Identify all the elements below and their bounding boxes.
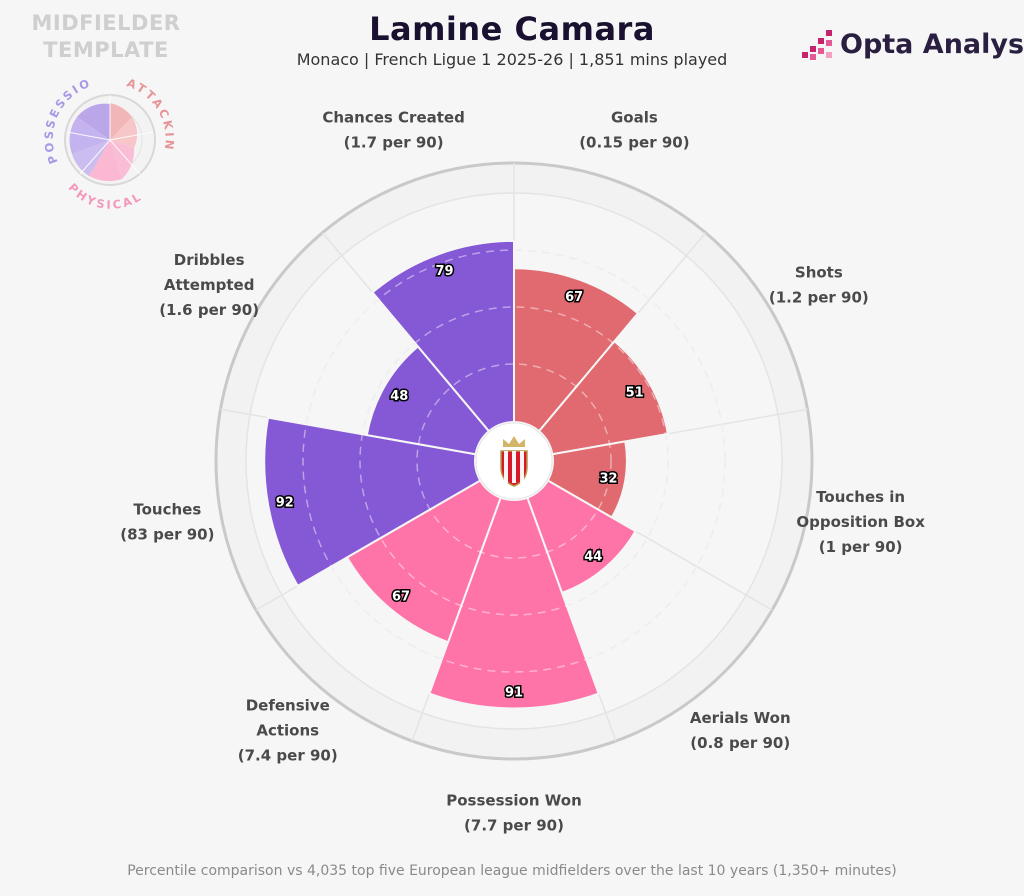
template-label-line2: TEMPLATE [43, 38, 169, 62]
metric-name: Goals [611, 109, 658, 127]
value-label: 48 [390, 389, 408, 404]
brand-name: Opta Analyst [840, 29, 1024, 60]
metric-name: Dribbles [174, 251, 245, 269]
metric-name: Opposition Box [796, 513, 925, 531]
metric-label: Dribbles Attempted (1.6 per 90) [159, 251, 259, 319]
metric-name: Defensive [246, 697, 330, 715]
grid-ring-overlay [359, 306, 669, 616]
value-label: 44 [584, 549, 602, 564]
opta-bars-icon [802, 30, 832, 60]
value-label: 32 [599, 472, 617, 487]
metric-rate: (1.6 per 90) [159, 301, 259, 319]
crest-stripe [512, 451, 516, 483]
bar-dribbles-attempted [365, 345, 517, 463]
metric-rate: (7.4 per 90) [238, 747, 338, 765]
bar-defensive-actions [345, 458, 516, 644]
template-label: MIDFIELDER TEMPLATE [26, 10, 186, 64]
value-label: 51 [626, 385, 644, 400]
metric-name: Chances Created [322, 109, 465, 127]
metric-name: Attempted [164, 276, 255, 294]
metric-name: Aerials Won [690, 709, 791, 727]
bar-shots [511, 339, 670, 463]
player-name-title: Lamine Camara [369, 10, 655, 48]
value-label: 91 [505, 685, 523, 700]
crest-crown-icon [503, 436, 525, 447]
bar-aerials-won [512, 458, 637, 595]
metric-label: Chances Created (1.7 per 90) [322, 109, 465, 152]
value-label: 79 [435, 264, 453, 279]
bar-chances-created [371, 239, 515, 464]
metric-rate: (83 per 90) [120, 526, 214, 544]
metric-label: Defensive Actions (7.4 per 90) [238, 697, 338, 765]
metric-label: Shots (1.2 per 90) [769, 264, 869, 307]
bar-possession-won [428, 458, 600, 710]
crest-stripe [520, 451, 524, 483]
metric-name: Actions [256, 722, 319, 740]
value-label: 67 [392, 590, 410, 605]
metric-label: Goals (0.15 per 90) [579, 109, 689, 152]
opta-analyst-logo: Opta Analyst [800, 26, 1024, 66]
metric-label: Aerials Won (0.8 per 90) [690, 709, 791, 752]
metric-rate: (1 per 90) [819, 538, 903, 556]
bar-goals [513, 267, 640, 464]
value-label: 92 [276, 495, 294, 510]
footnote: Percentile comparison vs 4,035 top five … [127, 863, 897, 879]
metric-name: Touches [133, 501, 201, 519]
metric-rate: (0.8 per 90) [690, 734, 790, 752]
metric-name: Shots [795, 264, 843, 282]
player-subtitle: Monaco | French Ligue 1 2025-26 | 1,851 … [296, 50, 728, 69]
metric-label: Possession Won (7.7 per 90) [446, 792, 582, 835]
metric-name: Touches in [816, 488, 905, 506]
value-label: 67 [565, 290, 583, 305]
grid-ring-overlay [302, 249, 726, 673]
grid-ring-overlay [416, 363, 612, 559]
bar-touches [263, 416, 517, 588]
metric-rate: (0.15 per 90) [579, 134, 689, 152]
metric-label: Touches in Opposition Box (1 per 90) [796, 488, 925, 556]
metric-label: Touches (83 per 90) [120, 501, 214, 544]
template-label-line1: MIDFIELDER [31, 11, 181, 35]
metric-rate: (1.7 per 90) [344, 134, 444, 152]
template-legend-icon: POSSESSION ATTACKING PHYSICAL [30, 72, 174, 212]
metric-name: Possession Won [446, 792, 582, 810]
metric-rate: (7.7 per 90) [464, 817, 564, 835]
crest-stripe [504, 451, 508, 483]
metric-rate: (1.2 per 90) [769, 289, 869, 307]
